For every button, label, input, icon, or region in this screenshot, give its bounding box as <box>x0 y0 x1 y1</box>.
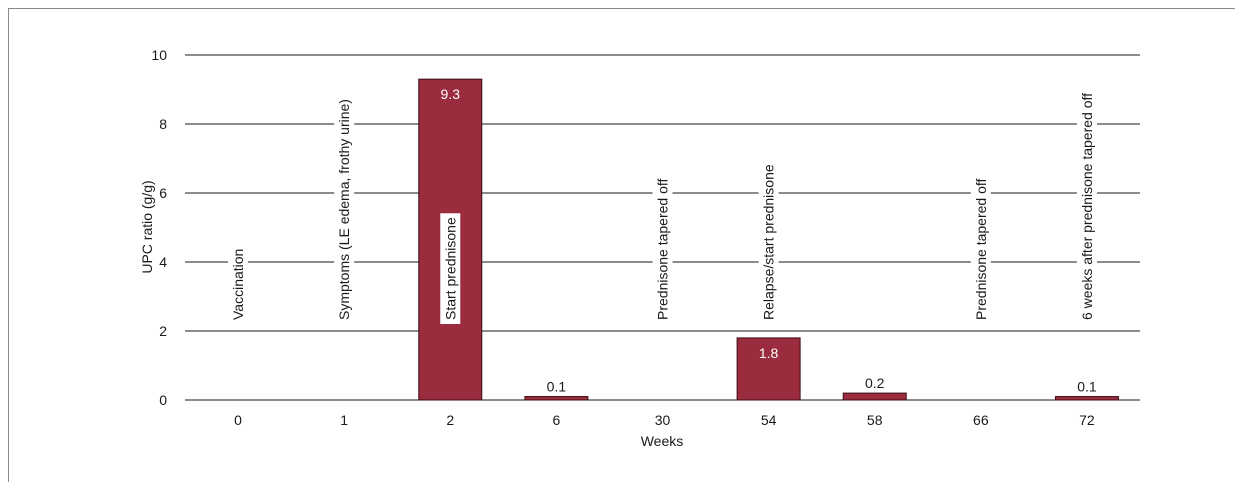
annotation-text: Relapse/start prednisone <box>761 164 777 320</box>
x-tick-label: 30 <box>655 412 671 428</box>
x-tick-label: 66 <box>973 412 989 428</box>
bar <box>843 393 906 400</box>
data-label: 9.3 <box>441 86 461 102</box>
x-tick-label: 58 <box>867 412 883 428</box>
x-tick-label: 6 <box>552 412 560 428</box>
x-tick-label: 0 <box>234 412 242 428</box>
data-label: 0.1 <box>1077 379 1097 395</box>
annotation-text: Prednisone tapered off <box>973 178 989 320</box>
y-tick-label: 0 <box>159 392 167 408</box>
annotation: Vaccination <box>228 245 248 324</box>
annotation-text: Prednisone tapered off <box>655 178 671 320</box>
x-tick-label: 54 <box>761 412 777 428</box>
y-axis-label: UPC ratio (g/g) <box>139 180 155 273</box>
x-tick-label: 2 <box>446 412 454 428</box>
annotation-text: Start prednisone <box>442 217 458 320</box>
annotation: Prednisone tapered off <box>971 175 991 324</box>
annotation-text: 6 weeks after prednisone tapered off <box>1079 93 1095 320</box>
x-tick-labels: 0 1 2 6 30 54 58 66 72 <box>234 412 1095 428</box>
annotation: Prednisone tapered off <box>653 175 673 324</box>
bar <box>525 397 588 400</box>
y-tick-label: 6 <box>159 185 167 201</box>
data-label: 0.2 <box>865 375 885 391</box>
annotation-text: Symptoms (LE edema, frothy urine) <box>336 99 352 320</box>
annotation: Symptoms (LE edema, frothy urine) <box>334 95 354 324</box>
y-tick-label: 2 <box>159 323 167 339</box>
x-axis-label: Weeks <box>641 433 684 449</box>
y-tick-label: 4 <box>159 254 167 270</box>
y-tick-label: 10 <box>151 47 167 63</box>
data-label: 0.1 <box>547 379 567 395</box>
annotation: Start prednisone <box>440 213 460 324</box>
x-tick-label: 72 <box>1079 412 1095 428</box>
x-tick-label: 1 <box>340 412 348 428</box>
data-label: 1.8 <box>759 345 779 361</box>
annotation: 6 weeks after prednisone tapered off <box>1077 89 1097 324</box>
bar <box>1055 397 1118 400</box>
y-tick-label: 8 <box>159 116 167 132</box>
annotation: Relapse/start prednisone <box>759 160 779 324</box>
annotation-text: Vaccination <box>230 249 246 320</box>
